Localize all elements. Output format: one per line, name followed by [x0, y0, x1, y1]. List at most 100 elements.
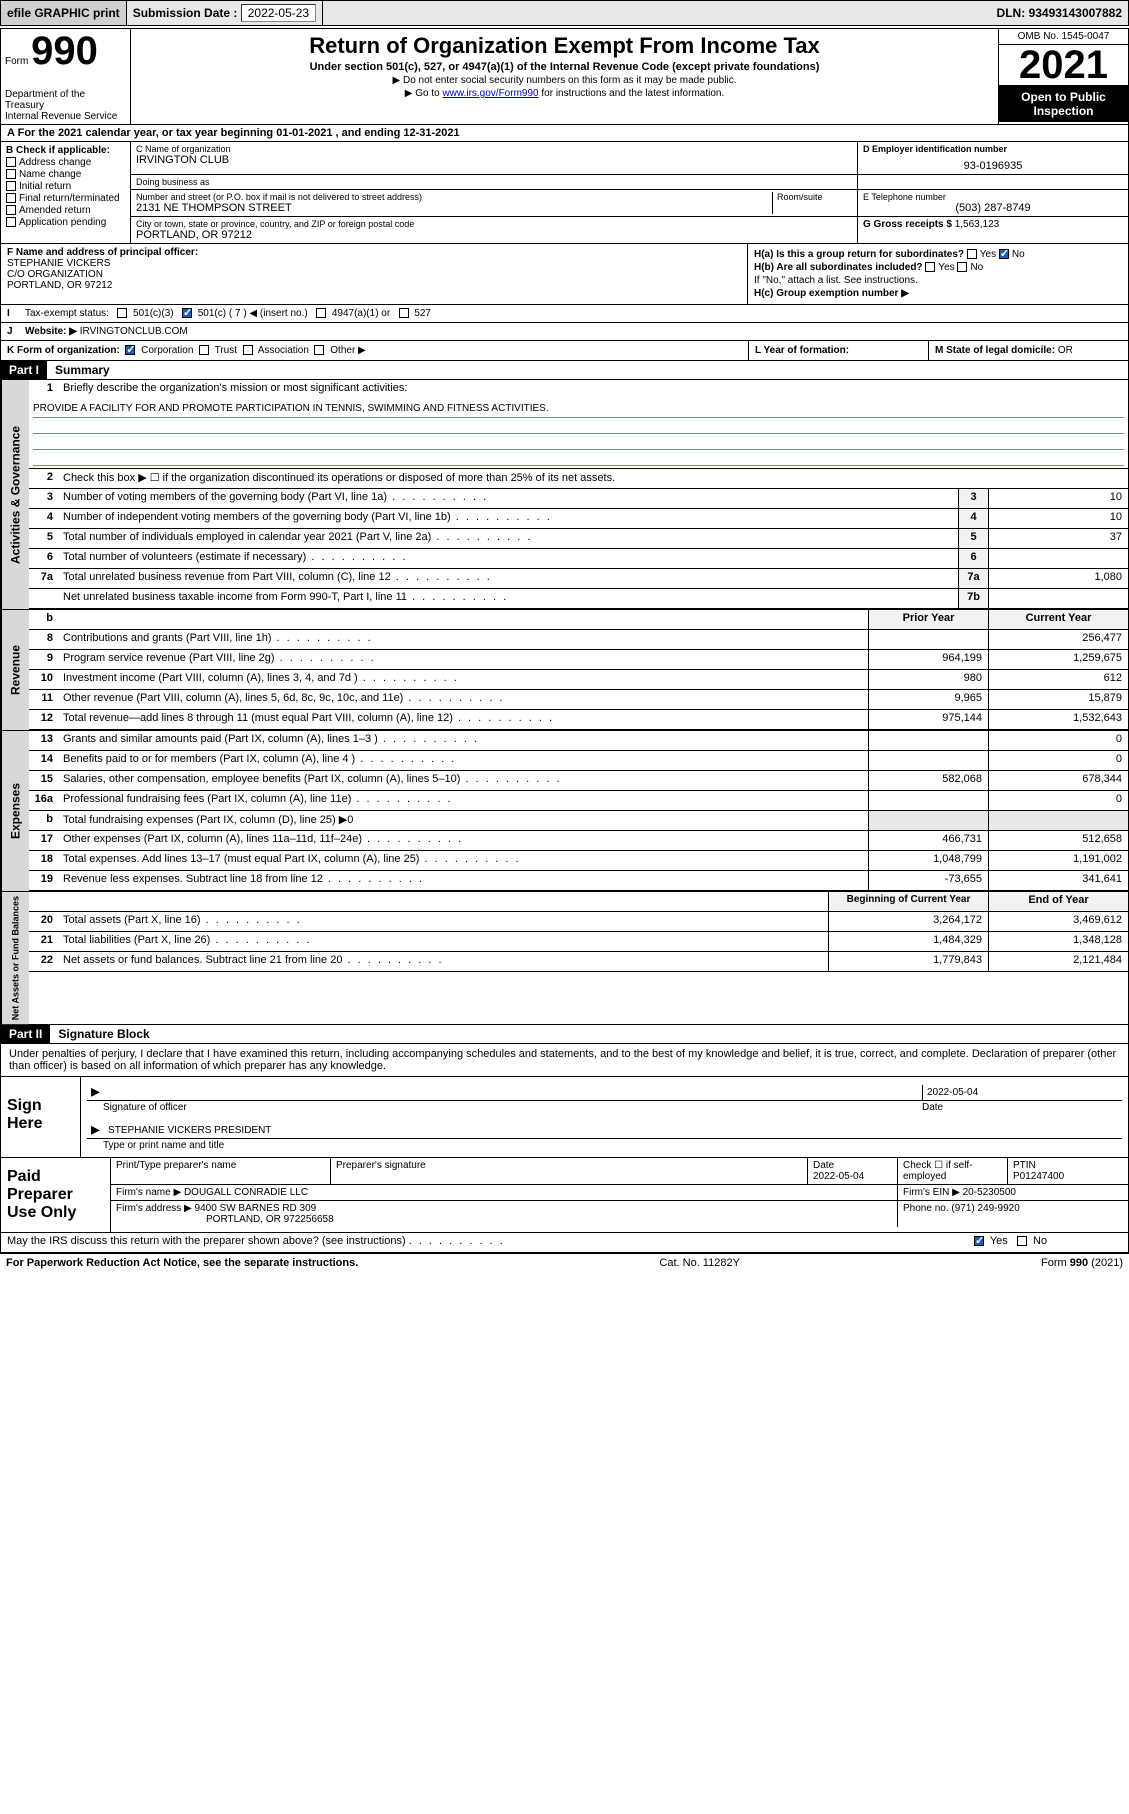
line-prior	[868, 731, 988, 750]
data-line: 20Total assets (Part X, line 16)3,264,17…	[29, 912, 1128, 932]
c-city-cell: City or town, state or province, country…	[131, 217, 858, 243]
tax-year: 2021	[999, 45, 1128, 86]
chk-trust[interactable]	[199, 345, 209, 355]
line-num: 3	[29, 489, 59, 508]
line-prior-shaded	[868, 811, 988, 830]
chk-name-change[interactable]: Name change	[6, 169, 125, 180]
f-label: F Name and address of principal officer:	[7, 247, 741, 258]
gross-receipts-value: 1,563,123	[955, 219, 1000, 230]
line-text: Benefits paid to or for members (Part IX…	[59, 751, 868, 770]
officer-city: PORTLAND, OR 97212	[7, 280, 741, 291]
line-current: 1,348,128	[988, 932, 1128, 951]
line-text: Total assets (Part X, line 16)	[59, 912, 828, 931]
line-num: 11	[29, 690, 59, 709]
tab-expenses: Expenses	[1, 731, 29, 891]
line-text: Net unrelated business taxable income fr…	[59, 589, 958, 608]
chk-corporation[interactable]	[125, 345, 135, 355]
line-num: 15	[29, 771, 59, 790]
row-a-text: For the 2021 calendar year, or tax year …	[18, 127, 460, 139]
section-governance: Activities & Governance 1 Briefly descri…	[1, 380, 1128, 609]
cat-number: Cat. No. 11282Y	[659, 1257, 740, 1269]
line-prior: 1,048,799	[868, 851, 988, 870]
sign-here-label: Sign Here	[1, 1077, 81, 1157]
officer-name-title: STEPHANIE VICKERS PRESIDENT	[104, 1123, 1122, 1138]
chk-ha-no[interactable]	[999, 249, 1009, 259]
officer-signature-field[interactable]	[104, 1085, 922, 1100]
topbar-spacer	[323, 1, 990, 25]
g-gross-cell: G Gross receipts $ 1,563,123	[858, 217, 1128, 243]
row-klm: K Form of organization: Corporation Trus…	[1, 341, 1128, 361]
mission-blank-1	[33, 418, 1124, 434]
line-num: 4	[29, 509, 59, 528]
line-current: 0	[988, 791, 1128, 810]
submission-date-label: Submission Date :	[133, 6, 238, 20]
prep-self-employed[interactable]: Check ☐ if self-employed	[898, 1158, 1008, 1184]
chk-ha-yes[interactable]	[967, 249, 977, 259]
row-a-prefix: A	[7, 127, 15, 139]
line-text: Other revenue (Part VIII, column (A), li…	[59, 690, 868, 709]
line-value: 10	[988, 489, 1128, 508]
line-text: Total number of individuals employed in …	[59, 529, 958, 548]
section-expenses: Expenses 13Grants and similar amounts pa…	[1, 730, 1128, 891]
data-line: 8Contributions and grants (Part VIII, li…	[29, 630, 1128, 650]
chk-association[interactable]	[243, 345, 253, 355]
chk-hb-yes[interactable]	[925, 262, 935, 272]
chk-address-change[interactable]: Address change	[6, 157, 125, 168]
c-addr-cell: Number and street (or P.O. box if mail i…	[131, 190, 858, 216]
firm-name-label: Firm's name ▶	[116, 1187, 181, 1198]
line-current: 2,121,484	[988, 952, 1128, 971]
chk-label: Application pending	[19, 217, 106, 228]
form-subtitle-2: ▶ Do not enter social security numbers o…	[135, 75, 994, 86]
d-ein-label: D Employer identification number	[863, 144, 1123, 154]
chk-label: Name change	[19, 169, 81, 180]
prep-sig-label: Preparer's signature	[336, 1160, 802, 1171]
line-box: 3	[958, 489, 988, 508]
c-dba-label: Doing business as	[136, 177, 852, 187]
chk-discuss-no[interactable]	[1017, 1236, 1027, 1246]
chk-discuss-yes[interactable]	[974, 1236, 984, 1246]
line-num: 19	[29, 871, 59, 890]
street-address: 2131 NE THOMPSON STREET	[136, 202, 772, 214]
firm-addr-2: PORTLAND, OR 972256658	[116, 1214, 892, 1225]
chk-final-return[interactable]: Final return/terminated	[6, 193, 125, 204]
chk-527[interactable]	[399, 308, 409, 318]
chk-amended-return[interactable]: Amended return	[6, 205, 125, 216]
line-num: 17	[29, 831, 59, 850]
part2-declaration: Under penalties of perjury, I declare th…	[1, 1044, 1128, 1077]
part1-title: Summary	[47, 361, 118, 379]
chk-501c3[interactable]	[117, 308, 127, 318]
chk-other[interactable]	[314, 345, 324, 355]
ha-yes-label: Yes	[980, 249, 996, 260]
prep-name-label: Print/Type preparer's name	[116, 1160, 325, 1171]
line-box: 7a	[958, 569, 988, 588]
chk-4947[interactable]	[316, 308, 326, 318]
line-prior	[868, 630, 988, 649]
officer-co: C/O ORGANIZATION	[7, 269, 741, 280]
irs-discuss-row: May the IRS discuss this return with the…	[1, 1233, 1128, 1253]
efile-print-button[interactable]: efile GRAPHIC print	[1, 1, 127, 25]
line-prior: 975,144	[868, 710, 988, 729]
firm-addr-1: 9400 SW BARNES RD 309	[195, 1203, 317, 1214]
line-text: Professional fundraising fees (Part IX, …	[59, 791, 868, 810]
form-no-footer: 990	[1070, 1257, 1088, 1269]
sign-here-fields: ▸ 2022-05-04 Signature of officer Date ▸…	[81, 1077, 1128, 1157]
chk-501c[interactable]	[182, 308, 192, 318]
firm-phone-value: (971) 249-9920	[951, 1203, 1019, 1214]
line-text: Total number of volunteers (estimate if …	[59, 549, 958, 568]
line-prior: 3,264,172	[828, 912, 988, 931]
chk-initial-return[interactable]: Initial return	[6, 181, 125, 192]
form990-link[interactable]: www.irs.gov/Form990	[442, 88, 538, 99]
line-box: 7b	[958, 589, 988, 608]
hdr-prior-year: Prior Year	[868, 610, 988, 629]
mission-block: PROVIDE A FACILITY FOR AND PROMOTE PARTI…	[29, 400, 1128, 469]
gov-line: 3Number of voting members of the governi…	[29, 489, 1128, 509]
hb-no-label: No	[970, 262, 983, 273]
part2-header-row: Part II Signature Block	[1, 1024, 1128, 1044]
chk-application-pending[interactable]: Application pending	[6, 217, 125, 228]
chk-hb-no[interactable]	[957, 262, 967, 272]
line-num: 9	[29, 650, 59, 669]
line-num: 16a	[29, 791, 59, 810]
line-num: 5	[29, 529, 59, 548]
blank-num	[29, 892, 59, 911]
line-num: b	[29, 811, 59, 830]
